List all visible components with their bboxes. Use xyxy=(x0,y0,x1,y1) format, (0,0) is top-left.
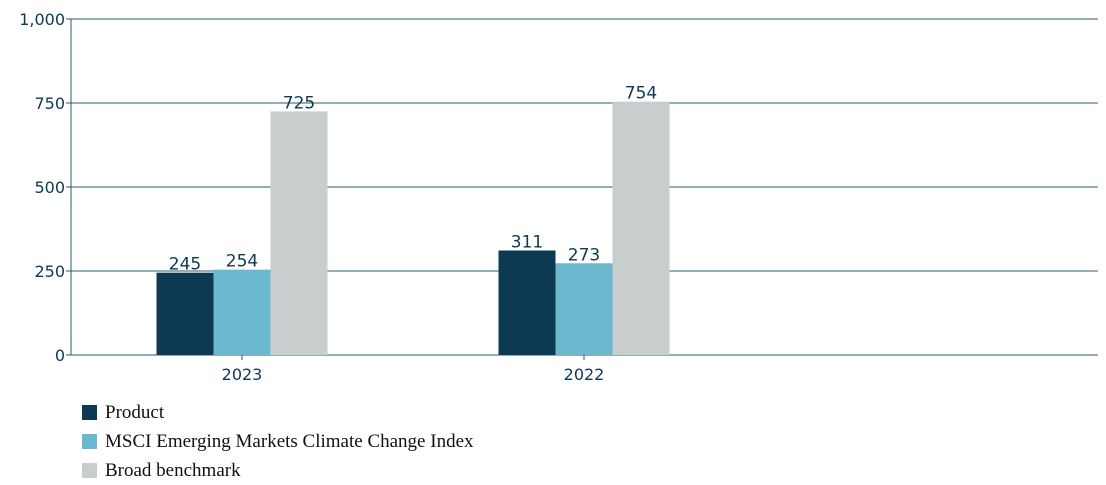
y-tick-label: 250 xyxy=(34,262,65,281)
legend-swatch xyxy=(82,434,97,449)
legend-swatch xyxy=(82,463,97,478)
legend-label: MSCI Emerging Markets Climate Change Ind… xyxy=(105,430,474,452)
bar xyxy=(156,272,214,355)
legend-label: Product xyxy=(105,401,165,423)
x-tick-label: 2022 xyxy=(564,365,605,384)
y-tick-label: 1,000 xyxy=(19,10,65,29)
data-label: 754 xyxy=(625,84,657,104)
legend-item: MSCI Emerging Markets Climate Change Ind… xyxy=(82,427,474,456)
y-tick-label: 750 xyxy=(34,94,65,113)
data-label: 273 xyxy=(568,245,600,265)
bar xyxy=(498,250,556,355)
x-tick-label: 2023 xyxy=(222,365,263,384)
legend-item: Product xyxy=(82,398,474,427)
y-tick-label: 500 xyxy=(34,178,65,197)
legend-swatch xyxy=(82,405,97,420)
data-label: 725 xyxy=(283,93,315,113)
legend-item: Broad benchmark xyxy=(82,456,474,485)
bar xyxy=(213,269,271,355)
bar xyxy=(270,111,328,356)
y-tick-label: 0 xyxy=(55,346,65,365)
bar-chart-svg: 0 250 500 750 1,000 245 254 725 2023 311 273 754 202… xyxy=(19,10,1098,384)
chart-legend: Product MSCI Emerging Markets Climate Cha… xyxy=(82,398,474,485)
data-label: 311 xyxy=(511,233,543,253)
legend-label: Broad benchmark xyxy=(105,459,241,481)
data-label: 245 xyxy=(169,255,201,275)
bar xyxy=(612,101,670,355)
bar xyxy=(555,263,613,355)
data-label: 254 xyxy=(226,252,258,272)
